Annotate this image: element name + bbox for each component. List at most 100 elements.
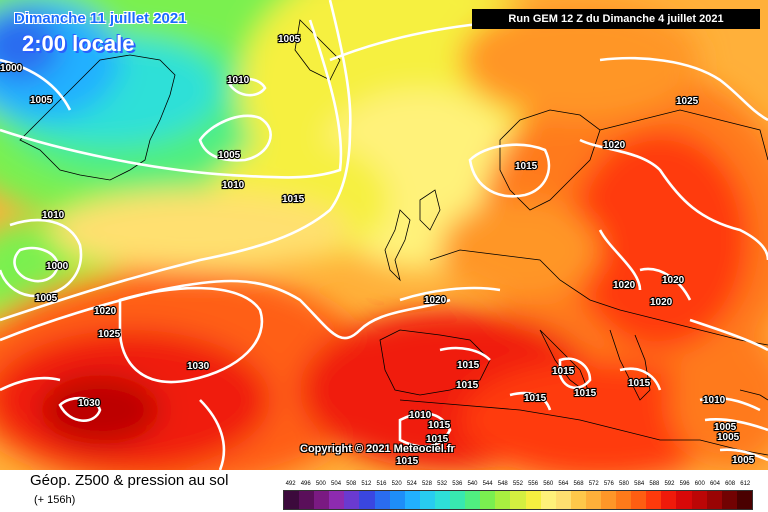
color-scale-ticks: 492 496 500 504 508 512 516 520 524 528 532 536 540 5… bbox=[283, 478, 753, 490]
scale-swatch bbox=[465, 491, 481, 509]
scale-tick-label: 536 bbox=[452, 481, 463, 487]
scale-tick-label: 596 bbox=[679, 481, 690, 487]
isobar-label: 1015 bbox=[524, 393, 547, 404]
isobar-label: 1030 bbox=[187, 361, 210, 372]
scale-tick-label: 492 bbox=[285, 481, 296, 487]
scale-tick-label: 580 bbox=[619, 481, 630, 487]
scale-swatch bbox=[525, 491, 541, 509]
isobar-label: 1020 bbox=[650, 297, 673, 308]
isobar-label: 1020 bbox=[94, 306, 117, 317]
isobar-label: 1015 bbox=[282, 194, 305, 205]
isobar-label: 1020 bbox=[603, 140, 626, 151]
color-scale: 492 496 500 504 508 512 516 520 524 528 532 536 540 5… bbox=[283, 478, 753, 510]
isobar-label: 1015 bbox=[515, 161, 538, 172]
scale-tick-label: 540 bbox=[467, 481, 478, 487]
scale-tick-label: 568 bbox=[573, 481, 584, 487]
scale-tick-label: 604 bbox=[709, 481, 720, 487]
isobar-label: 1015 bbox=[552, 366, 575, 377]
scale-swatch bbox=[359, 491, 375, 509]
scale-swatch bbox=[329, 491, 345, 509]
weather-map: 1005 1010 1005 1015 1000 1010 1005 1005 … bbox=[0, 0, 768, 470]
scale-tick-label: 572 bbox=[588, 481, 599, 487]
scale-swatch bbox=[600, 491, 617, 509]
scale-swatch bbox=[646, 491, 662, 509]
scale-tick-label: 544 bbox=[482, 481, 493, 487]
isobar-labels: 1005 1010 1005 1015 1000 1010 1005 1005 … bbox=[0, 33, 756, 468]
run-info-box: Run GEM 12 Z du Dimanche 4 juillet 2021 bbox=[472, 9, 760, 29]
scale-swatch bbox=[676, 491, 692, 509]
isobar-label: 1010 bbox=[227, 75, 250, 86]
isobar-label: 1005 bbox=[717, 432, 740, 443]
scale-swatch bbox=[389, 491, 405, 509]
scale-tick-label: 584 bbox=[634, 481, 645, 487]
scale-swatch bbox=[555, 491, 571, 509]
isobar-label: 1015 bbox=[428, 420, 451, 431]
scale-swatch bbox=[314, 491, 330, 509]
scale-tick-label: 532 bbox=[437, 481, 448, 487]
legend-footer: Géop. Z500 & pression au sol (+ 156h) 49… bbox=[0, 470, 768, 512]
isobar-label: 1010 bbox=[42, 210, 65, 221]
isobar-label: 1010 bbox=[703, 395, 726, 406]
scale-swatch bbox=[419, 491, 435, 509]
isobar-label: 1015 bbox=[628, 378, 651, 389]
isobar-label: 1005 bbox=[278, 34, 301, 45]
scale-swatch bbox=[510, 491, 526, 509]
scale-tick-label: 500 bbox=[315, 481, 326, 487]
isobar-label: 1005 bbox=[218, 150, 241, 161]
scale-tick-label: 560 bbox=[543, 481, 554, 487]
isobar-label: 1005 bbox=[714, 422, 737, 433]
scale-tick-label: 552 bbox=[512, 481, 523, 487]
scale-swatch bbox=[344, 491, 360, 509]
copyright-notice: Copyright © 2021 Meteociel.fr bbox=[300, 443, 455, 455]
scale-tick-label: 528 bbox=[421, 481, 432, 487]
scale-swatch bbox=[631, 491, 647, 509]
scale-tick-label: 496 bbox=[300, 481, 311, 487]
scale-tick-label: 592 bbox=[664, 481, 675, 487]
scale-swatch bbox=[404, 491, 420, 509]
scale-swatch bbox=[540, 491, 556, 509]
scale-swatch bbox=[616, 491, 632, 509]
scale-tick-label: 504 bbox=[331, 481, 342, 487]
scale-tick-label: 512 bbox=[361, 481, 372, 487]
scale-tick-label: 564 bbox=[558, 481, 569, 487]
scale-swatch bbox=[691, 491, 707, 509]
isobar-label: 1015 bbox=[456, 380, 479, 391]
scale-swatch bbox=[480, 491, 496, 509]
scale-tick-label: 556 bbox=[528, 481, 539, 487]
color-scale-bar bbox=[283, 490, 753, 510]
scale-tick-label: 600 bbox=[694, 481, 705, 487]
scale-swatch bbox=[495, 491, 511, 509]
scale-tick-label: 588 bbox=[649, 481, 660, 487]
forecast-date-title: Dimanche 11 juillet 2021 bbox=[14, 10, 187, 27]
scale-swatch bbox=[736, 491, 752, 509]
isobar-label: 1005 bbox=[35, 293, 58, 304]
isobar-label: 1010 bbox=[222, 180, 245, 191]
isobar-label: 1020 bbox=[424, 295, 447, 306]
scale-tick-label: 520 bbox=[391, 481, 402, 487]
scale-tick-label: 516 bbox=[376, 481, 387, 487]
isobar-label: 1015 bbox=[574, 388, 597, 399]
scale-tick-label: 608 bbox=[725, 481, 736, 487]
geopotential-field bbox=[0, 0, 768, 470]
scale-tick-label: 576 bbox=[603, 481, 614, 487]
scale-tick-label: 548 bbox=[497, 481, 508, 487]
isobar-label: 1020 bbox=[662, 275, 685, 286]
legend-title: Géop. Z500 & pression au sol bbox=[30, 472, 229, 489]
scale-tick-label: 508 bbox=[346, 481, 357, 487]
scale-swatch bbox=[374, 491, 390, 509]
coastlines bbox=[19, 19, 768, 456]
isobar-label: 1000 bbox=[46, 261, 69, 272]
isobar-label: 1015 bbox=[426, 434, 449, 445]
scale-swatch bbox=[450, 491, 466, 509]
isobar-label: 1015 bbox=[396, 456, 419, 467]
isobar-label: 1010 bbox=[409, 410, 432, 421]
scale-swatch bbox=[706, 491, 722, 509]
forecast-time-title: 2:00 locale bbox=[22, 31, 135, 56]
scale-tick-label: 524 bbox=[406, 481, 417, 487]
isobar-label: 1000 bbox=[0, 63, 23, 74]
scale-swatch bbox=[434, 491, 451, 509]
isobar-label: 1005 bbox=[30, 95, 53, 106]
scale-tick-label: 612 bbox=[740, 481, 751, 487]
isobar-label: 1015 bbox=[457, 360, 480, 371]
scale-swatch bbox=[299, 491, 315, 509]
